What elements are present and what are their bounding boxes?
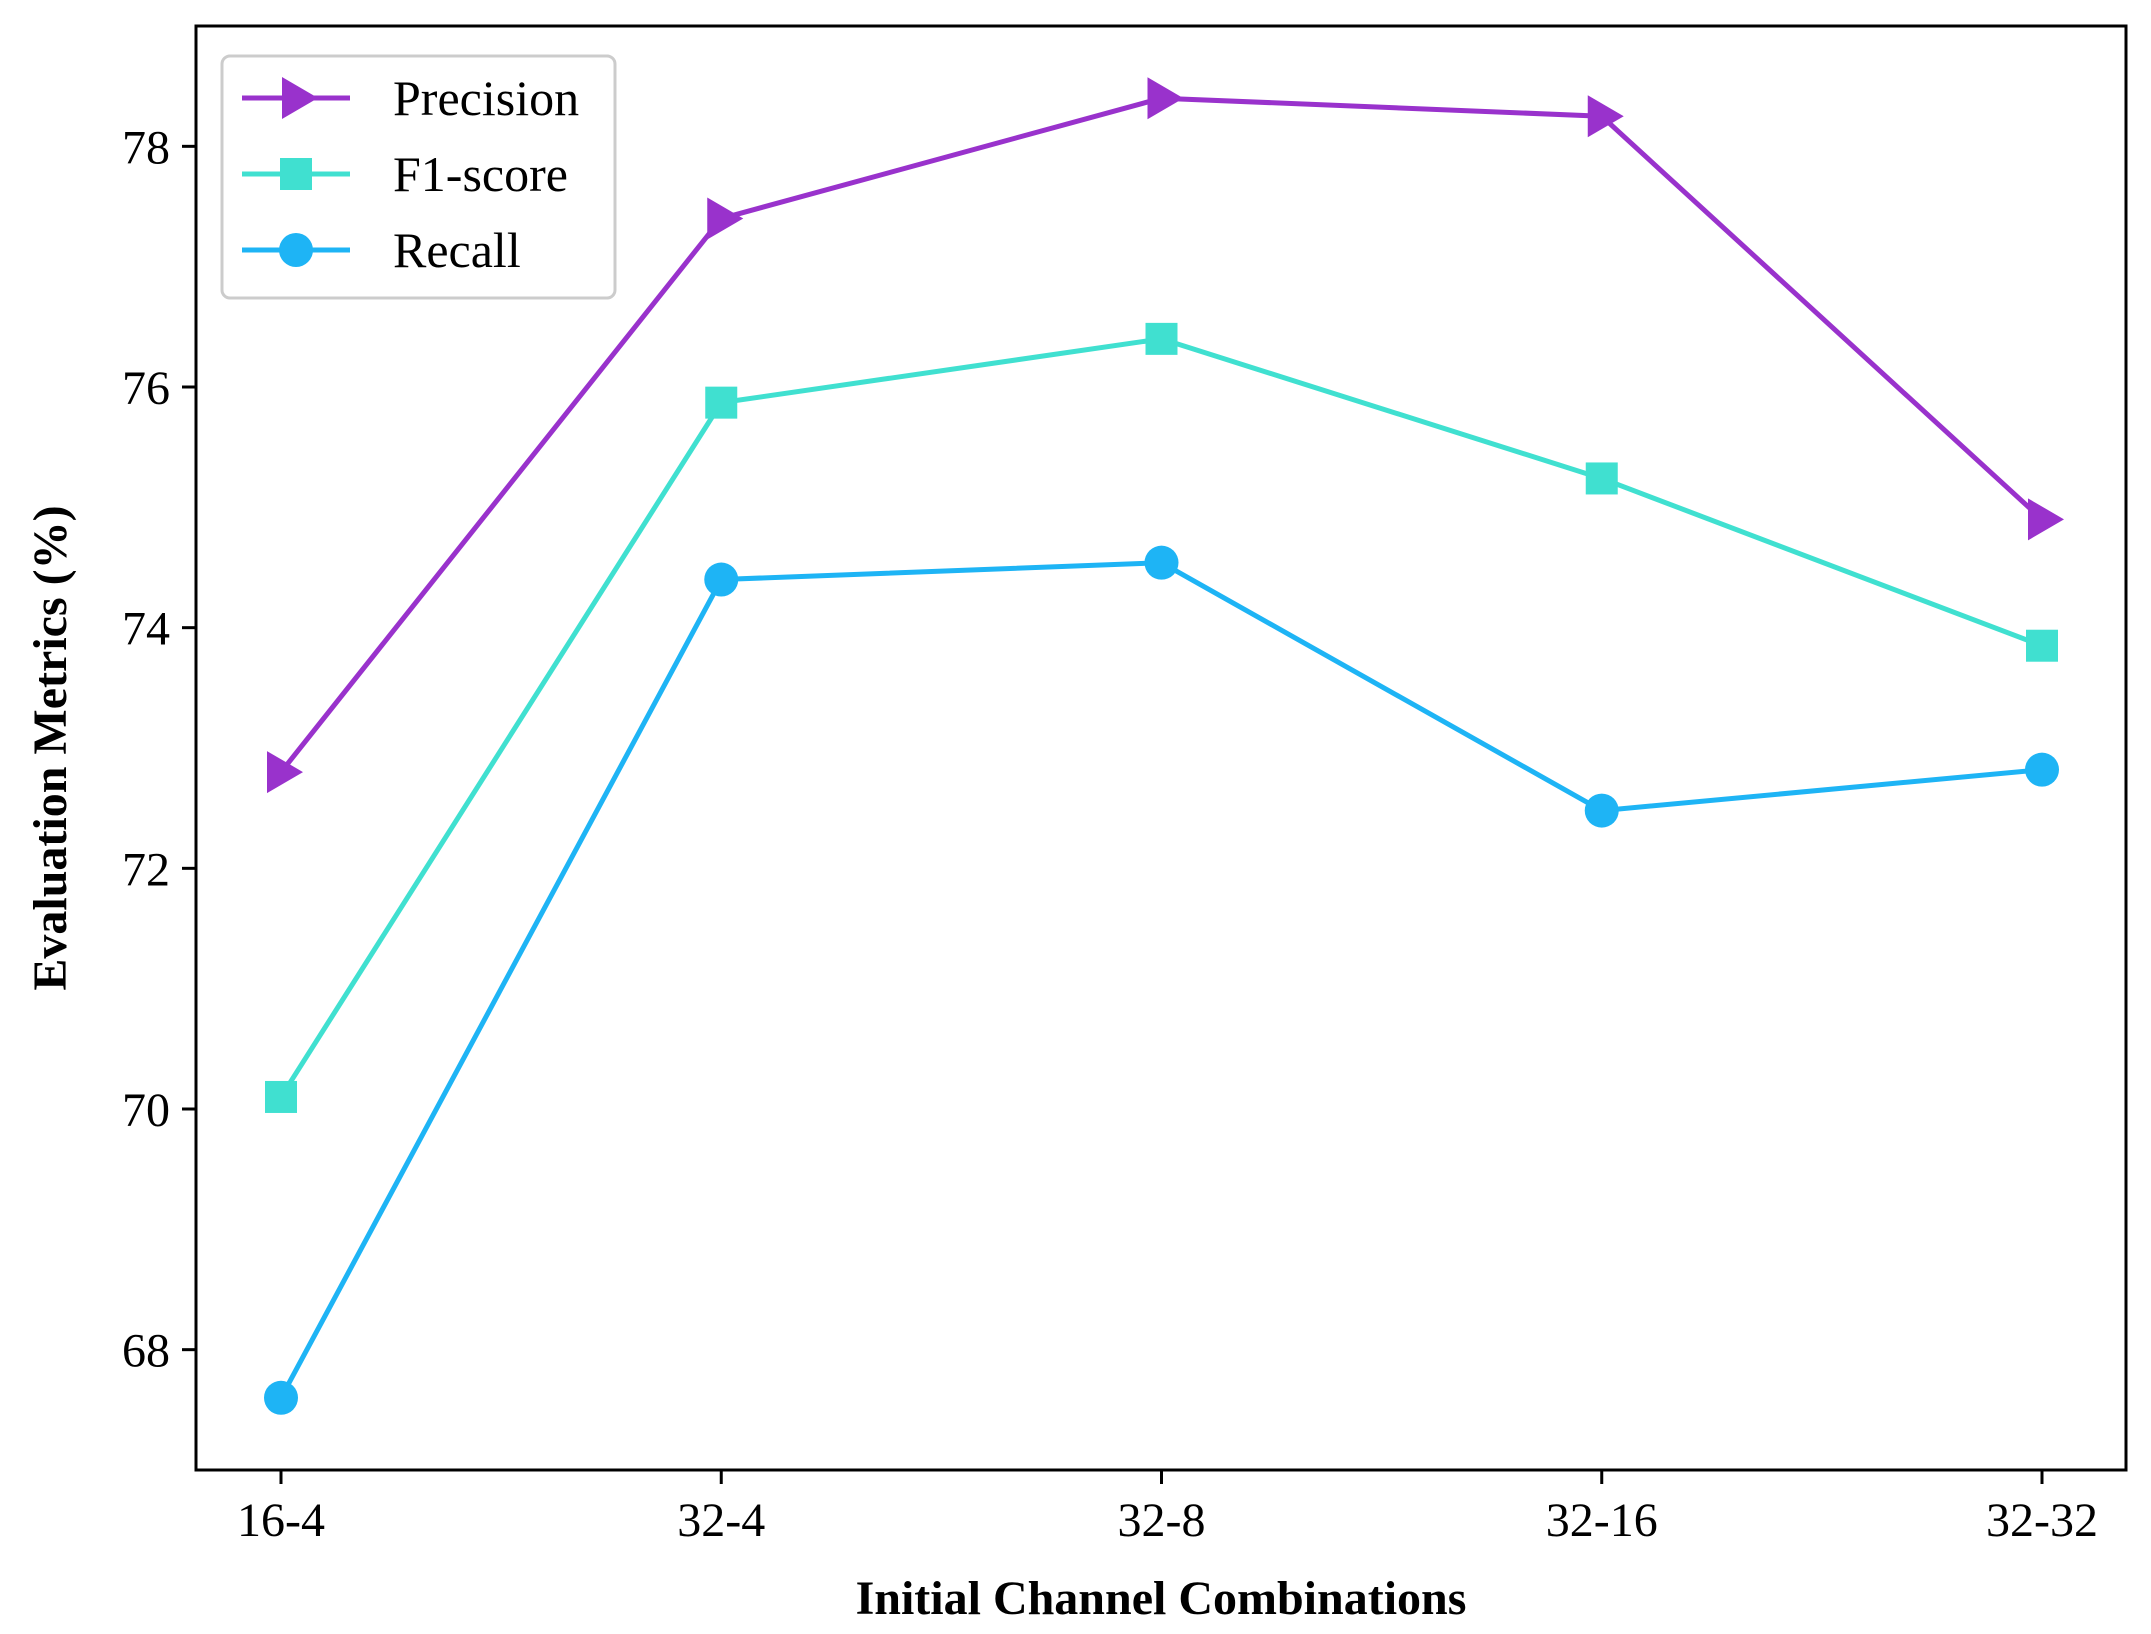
x-tick-label: 32-8	[1118, 1494, 1206, 1547]
legend-marker-f1-score	[280, 158, 312, 190]
x-axis: 16-4 32-4 32-8 32-16 32-32	[237, 1470, 2098, 1547]
series-precision	[267, 77, 2064, 794]
y-tick-label: 76	[122, 362, 170, 415]
data-point-f1-score	[1145, 322, 1178, 355]
y-tick-label: 70	[122, 1084, 170, 1137]
data-point-recall	[1584, 793, 1619, 828]
y-tick-label: 72	[122, 843, 170, 896]
series-layer	[264, 77, 2064, 1415]
legend: Precision F1-score Recall	[220, 54, 617, 300]
data-point-recall	[1144, 545, 1179, 580]
legend-label-f1-score: F1-score	[393, 146, 568, 202]
data-point-f1-score	[705, 386, 738, 419]
data-point-precision	[1587, 95, 1624, 138]
x-tick-label: 16-4	[237, 1494, 325, 1547]
series-recall	[264, 545, 2059, 1415]
legend-marker-precision	[282, 77, 318, 119]
data-point-f1-score	[1585, 462, 1618, 495]
data-point-precision	[1147, 77, 1184, 120]
y-tick-label: 74	[122, 603, 170, 656]
series-f1-score	[265, 322, 2058, 1113]
data-point-precision	[267, 751, 303, 794]
x-tick-label: 32-4	[677, 1494, 765, 1547]
x-tick-label: 32-16	[1546, 1494, 1658, 1547]
y-axis: 68 70 72 74 76 78	[122, 121, 196, 1378]
data-point-precision	[707, 197, 744, 240]
y-tick-label: 68	[122, 1325, 170, 1378]
legend-marker-recall	[279, 233, 313, 267]
data-point-recall	[2025, 752, 2059, 787]
data-point-f1-score	[265, 1080, 297, 1113]
data-point-f1-score	[2026, 629, 2058, 662]
data-point-precision	[2028, 498, 2064, 541]
y-axis-label: Evaluation Metrics (%)	[24, 505, 77, 990]
legend-label-precision: Precision	[393, 70, 579, 126]
legend-box	[220, 54, 617, 300]
x-axis-label: Initial Channel Combinations	[856, 1572, 1467, 1625]
x-tick-label: 32-32	[1986, 1494, 2098, 1547]
legend-label-recall: Recall	[393, 222, 521, 278]
data-point-recall	[704, 562, 739, 597]
data-point-recall	[264, 1380, 298, 1415]
y-tick-label: 78	[122, 121, 170, 174]
